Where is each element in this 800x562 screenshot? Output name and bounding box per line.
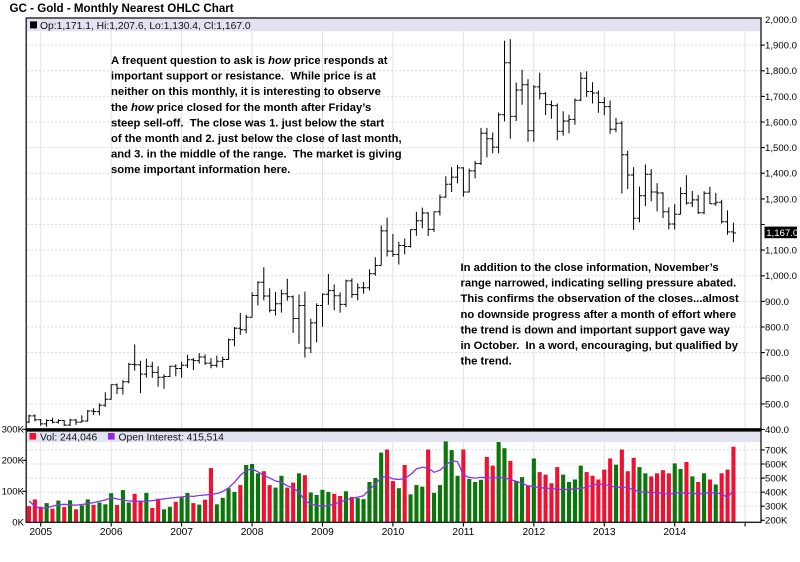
svg-text:2013: 2013 xyxy=(593,527,616,538)
svg-text:and 3. in the middle of the ra: and 3. in the middle of the range. The m… xyxy=(111,149,402,161)
svg-text:In addition to the close infor: In addition to the close information, No… xyxy=(461,262,719,274)
svg-text:in October. In a word, encour: in October. In a word, encouraging, but … xyxy=(461,340,739,352)
svg-text:no downside progress after a m: no downside progress after a month of ef… xyxy=(461,309,737,321)
svg-text:300K: 300K xyxy=(2,425,25,436)
svg-text:2,000.0: 2,000.0 xyxy=(765,15,797,26)
svg-text:2011: 2011 xyxy=(452,527,474,538)
svg-text:neither on this monthly, it is: neither on this monthly, it is interesti… xyxy=(111,86,381,98)
svg-text:700K: 700K xyxy=(765,445,788,456)
svg-text:Open Interest: 415,514: Open Interest: 415,514 xyxy=(119,432,225,443)
svg-text:of the month and 2. just below: of the month and 2. just below the close… xyxy=(111,133,402,145)
svg-text:steep sell-off. The close was: steep sell-off. The close was 1. just be… xyxy=(111,117,384,129)
svg-text:1,000.0: 1,000.0 xyxy=(765,271,797,282)
svg-text:some important information her: some important information here. xyxy=(111,164,290,176)
svg-text:2007: 2007 xyxy=(170,527,193,538)
svg-text:900.0: 900.0 xyxy=(765,297,789,308)
svg-text:600.0: 600.0 xyxy=(765,374,789,385)
svg-text:GC - Gold - Monthly Nearest OH: GC - Gold - Monthly Nearest OHLC Chart xyxy=(10,2,234,15)
svg-text:800.0: 800.0 xyxy=(765,322,789,333)
svg-text:500.0: 500.0 xyxy=(765,399,789,410)
svg-text:200K: 200K xyxy=(2,456,25,467)
svg-text:important support or resistanc: important support or resistance. While p… xyxy=(111,71,376,83)
svg-text:2008: 2008 xyxy=(241,527,264,538)
svg-text:1,300.0: 1,300.0 xyxy=(765,194,797,205)
svg-text:Vol: 244,046: Vol: 244,046 xyxy=(40,432,98,443)
svg-text:400K: 400K xyxy=(765,488,788,499)
svg-text:1,500.0: 1,500.0 xyxy=(765,143,797,154)
svg-text:0K: 0K xyxy=(12,518,24,529)
svg-text:2006: 2006 xyxy=(100,527,123,538)
svg-text:200K: 200K xyxy=(765,516,788,527)
svg-text:range narrowed, indicating sel: range narrowed, indicating selling press… xyxy=(461,278,737,290)
svg-text:A frequent question to ask is: A frequent question to ask is how price … xyxy=(111,55,388,67)
svg-text:Op:1,171.1, Hi:1,207.6, Lo:1,1: Op:1,171.1, Hi:1,207.6, Lo:1,130.4, Cl:1… xyxy=(40,21,251,32)
svg-text:1,600.0: 1,600.0 xyxy=(765,117,797,128)
svg-text:2012: 2012 xyxy=(522,527,545,538)
svg-text:600K: 600K xyxy=(765,459,788,470)
svg-text:300K: 300K xyxy=(765,502,788,513)
svg-text:2009: 2009 xyxy=(311,527,334,538)
svg-text:1,167.0: 1,167.0 xyxy=(766,228,798,239)
svg-text:the how price closed for the m: the how price closed for the month after… xyxy=(111,102,371,114)
svg-text:700.0: 700.0 xyxy=(765,348,789,359)
svg-text:1,100.0: 1,100.0 xyxy=(765,246,797,257)
svg-text:This confirms the observation: This confirms the observation of the clo… xyxy=(461,293,739,305)
svg-text:1,700.0: 1,700.0 xyxy=(765,92,797,103)
svg-text:100K: 100K xyxy=(2,487,25,498)
svg-text:the trend is down and importan: the trend is down and important support … xyxy=(461,324,731,336)
svg-text:1,400.0: 1,400.0 xyxy=(765,169,797,180)
svg-text:1,900.0: 1,900.0 xyxy=(765,41,797,52)
svg-text:2005: 2005 xyxy=(29,527,52,538)
svg-text:2014: 2014 xyxy=(663,527,686,538)
svg-text:500K: 500K xyxy=(765,473,788,484)
svg-text:400.0: 400.0 xyxy=(765,425,789,436)
svg-text:the trend.: the trend. xyxy=(461,356,512,368)
svg-text:2010: 2010 xyxy=(382,527,405,538)
svg-text:1,800.0: 1,800.0 xyxy=(765,66,797,77)
